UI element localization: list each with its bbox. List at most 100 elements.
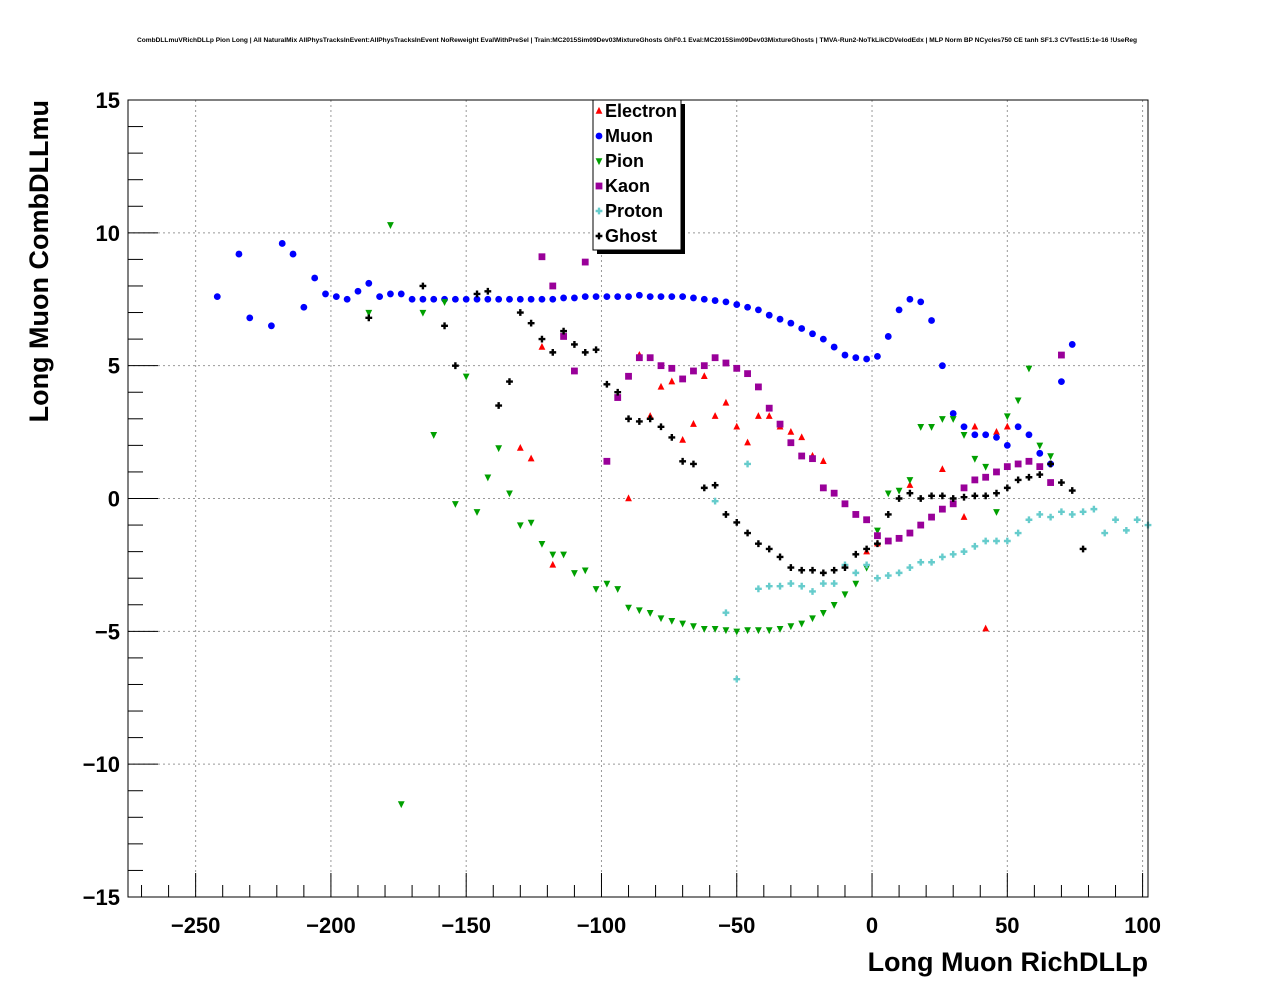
ghost-point [949,495,957,502]
proton-point [949,550,957,558]
ghost-point [668,433,676,441]
muon-point [484,295,492,303]
pion-point [603,580,611,588]
pion-point [960,432,968,439]
ghost-point [744,529,751,537]
x-tick-label: −200 [306,913,356,938]
muon-point [473,295,481,303]
muon-point [830,343,838,351]
muon-point [592,293,600,300]
ghost-point [625,415,632,423]
pion-point [1014,397,1022,405]
kaon-point [690,367,697,375]
muon-point [949,410,957,417]
ghost-point [1079,545,1087,553]
muon-point [809,330,816,338]
kaon-point [819,484,827,492]
muon-point [635,291,643,299]
pion-point [700,625,708,633]
proton-point [744,460,751,468]
muon-point [722,298,730,306]
pion-point [765,627,773,635]
y-tick-label: 5 [108,354,120,379]
muon-point [571,294,578,302]
ghost-point [560,327,567,335]
kaon-point [906,529,914,537]
proton-point [722,609,730,617]
y-tick-label: −5 [95,619,120,644]
muon-point [419,295,427,303]
proton-point [1025,516,1033,524]
muon-point [462,295,470,303]
proton-point [819,580,827,587]
kaon-point [1047,479,1054,486]
legend-marker-kaon [595,182,603,190]
pion-point [506,490,513,498]
pion-point [549,551,557,559]
ghost-point [863,545,871,553]
electron-point [527,454,535,462]
muon-point [614,293,622,300]
kaon-point [733,364,741,372]
pion-point [635,607,643,615]
proton-point [1047,513,1054,521]
pion-point [711,625,719,633]
pion-point [993,509,1000,516]
muon-point [1014,423,1022,431]
pion-point [949,416,957,423]
muon-point [841,351,849,359]
ghost-point [527,319,535,327]
proton-point [1101,529,1109,537]
proton-point [1079,508,1087,516]
muon-point [852,354,860,362]
muon-point [289,250,297,258]
electron-point [938,465,946,472]
muon-point [776,315,784,323]
ghost-point [917,495,925,502]
muon-point [311,274,319,282]
muon-point [235,250,243,258]
ghost-point [690,460,697,468]
muon-point [765,311,773,319]
proton-point [1068,511,1076,518]
muon-point [430,295,438,303]
muon-point [1058,378,1065,386]
ghost-point [1068,487,1076,494]
kaon-point [1014,460,1022,468]
muon-point [874,352,881,360]
muon-point [679,293,687,300]
electron-point [754,412,762,419]
legend-label-muon: Muon [605,126,653,146]
proton-point [1058,508,1065,516]
muon-point [690,294,697,302]
muon-point [451,295,459,303]
muon-point [332,293,340,300]
pion-point [441,299,448,306]
pion-point [722,627,730,635]
pion-point [1025,365,1033,373]
pion-point [646,610,654,617]
electron-point [1003,422,1011,430]
kaon-point [625,372,632,380]
muon-point [982,431,990,439]
legend-label-proton: Proton [605,201,663,221]
kaon-point [874,532,881,540]
proton-point [1122,526,1130,534]
muon-point [668,293,676,300]
electron-point [798,433,806,441]
pion-point [884,490,892,498]
proton-point [765,582,773,590]
kaon-point [982,473,990,481]
pion-point [527,519,535,527]
proton-point [733,675,741,683]
ghost-point [776,553,784,561]
muon-point [863,355,871,363]
electron-point [971,422,979,430]
pion-point [668,617,676,625]
pion-point [679,620,687,628]
electron-point [549,560,557,568]
ghost-point [906,489,914,497]
proton-point [1014,529,1022,537]
pion-point [928,424,935,431]
muon-point [798,325,806,332]
